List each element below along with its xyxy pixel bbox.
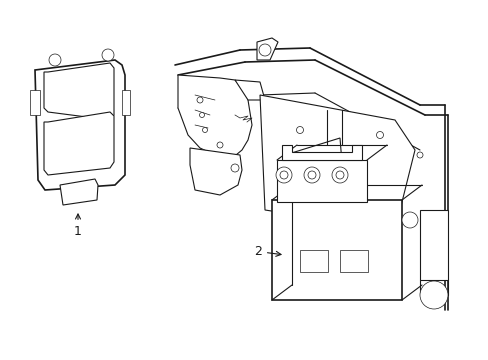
Circle shape [307,171,315,179]
Polygon shape [282,145,361,160]
Circle shape [102,49,114,61]
Bar [271,200,401,300]
Bar [299,250,327,272]
Polygon shape [44,112,114,175]
Circle shape [335,171,343,179]
Circle shape [401,212,417,228]
Polygon shape [260,95,414,230]
Circle shape [199,112,204,117]
Bar [276,160,366,202]
Circle shape [296,126,303,134]
Circle shape [331,167,347,183]
Polygon shape [235,80,264,100]
Circle shape [217,142,223,148]
Circle shape [376,131,383,139]
Text: 2: 2 [254,245,281,258]
Circle shape [280,171,287,179]
Circle shape [202,127,207,132]
Circle shape [230,164,239,172]
Polygon shape [122,90,130,115]
Bar [339,250,367,272]
Polygon shape [178,75,251,160]
Circle shape [197,97,203,103]
Polygon shape [190,148,242,195]
Circle shape [259,44,270,56]
Bar [419,210,447,280]
Text: 1: 1 [74,214,82,238]
Polygon shape [285,138,345,200]
Circle shape [416,152,422,158]
Circle shape [275,167,291,183]
Polygon shape [44,63,114,120]
Circle shape [419,281,447,309]
Circle shape [49,54,61,66]
Polygon shape [35,60,125,190]
Polygon shape [60,179,98,205]
Polygon shape [30,90,40,115]
Circle shape [304,167,319,183]
Polygon shape [257,38,278,60]
